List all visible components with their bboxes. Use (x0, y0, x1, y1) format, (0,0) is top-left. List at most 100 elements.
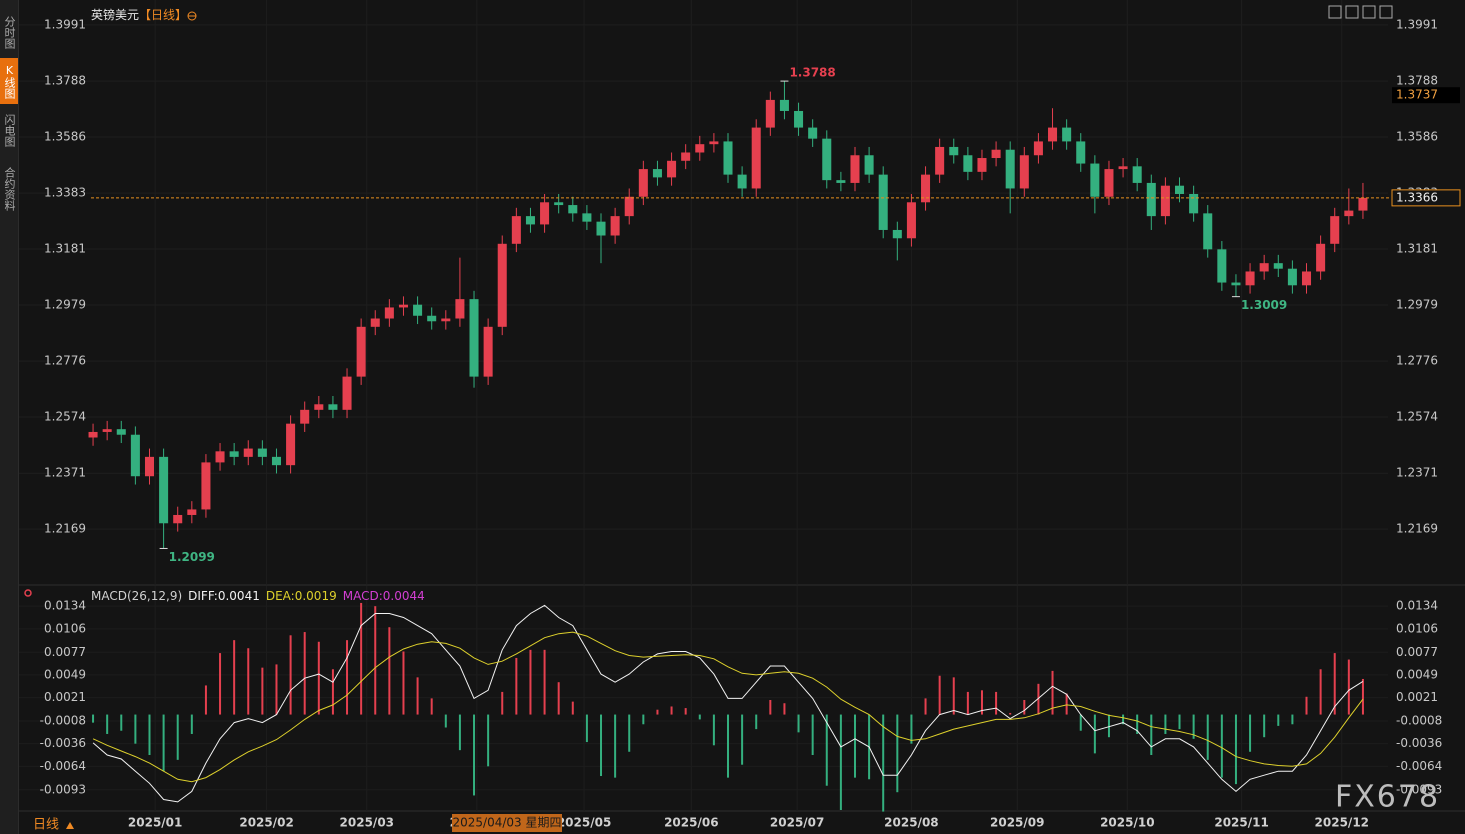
candle-body (356, 326, 366, 377)
candle-body (1301, 271, 1312, 286)
macd-bar (755, 714, 758, 730)
x-tick-label: 2025/12 (1315, 816, 1369, 830)
period-selector[interactable]: 日线 (33, 818, 59, 833)
y-tick-label: 1.3991 (44, 17, 86, 31)
candle-body (455, 299, 465, 319)
candle-body (1033, 141, 1043, 156)
macd-bar (882, 714, 885, 812)
candle-body (1287, 268, 1297, 286)
macd-bar (1347, 659, 1350, 715)
macd-bar (416, 677, 419, 715)
candle-body (441, 318, 451, 322)
macd-bar (275, 664, 278, 715)
macd-bar (487, 714, 490, 767)
candle-body (667, 160, 677, 178)
macd-bar (233, 640, 236, 715)
macd-bar (910, 714, 913, 744)
candle-body (398, 304, 408, 308)
macd-bar (106, 714, 109, 734)
candle-body (1005, 149, 1015, 189)
macd-bar (1277, 714, 1280, 726)
macd-bar (741, 714, 744, 765)
y-tick-label: 1.2371 (44, 466, 86, 480)
macd-bar (825, 714, 828, 786)
y-tick-label: 0.0106 (1396, 621, 1438, 635)
candle-body (497, 243, 507, 327)
candle-body (384, 307, 394, 319)
candle-body (271, 456, 281, 466)
macd-bar (600, 714, 603, 777)
candle-body (525, 216, 535, 225)
candle-body (822, 138, 832, 181)
legend-name: MACD (343, 589, 379, 603)
macd-legend: MACD(26,12,9) DIFF:0.0041 DEA:0.0019 MACD:0… (91, 589, 425, 603)
tool-button[interactable] (1345, 5, 1359, 19)
y-tick-label: 1.2979 (1396, 297, 1438, 311)
macd-bar (515, 657, 518, 715)
x-tick-label: 2025/02 (239, 816, 293, 830)
tab[interactable]: K线图 (0, 58, 18, 104)
y-tick-label: 1.3383 (44, 186, 86, 200)
macd-bar (995, 691, 998, 715)
tab[interactable]: 合约资料 (3, 167, 16, 211)
macd-bar (924, 698, 927, 715)
candle-body (1160, 185, 1170, 217)
macd-bar (1178, 714, 1181, 730)
y-tick-label: -0.0093 (1396, 782, 1442, 796)
y-tick-label: 1.2169 (1396, 522, 1438, 536)
labels: 1.3991 1.3991 1.3788 1.3788 1.3586 1.3586 1.33… (40, 17, 1461, 796)
tool-button[interactable] (1362, 5, 1376, 19)
macd-bar (642, 714, 645, 725)
y-tick-label: 1.3586 (44, 129, 86, 143)
extreme-label: 1.3788 (789, 66, 835, 80)
tab[interactable]: 闪电图 (3, 113, 16, 147)
macd-bar (656, 709, 659, 715)
macd-bar (289, 635, 292, 715)
macd-bar (571, 701, 574, 715)
macd-bar (1220, 714, 1223, 778)
macd-bar (444, 714, 447, 728)
toolbar (1328, 5, 1393, 19)
y-tick-label: 1.3586 (1396, 129, 1438, 143)
candle-body (582, 213, 592, 222)
extreme-label: 1.2099 (169, 550, 215, 564)
macd-bar (1122, 714, 1125, 725)
macd-bar (317, 641, 320, 715)
macd-bar (811, 714, 814, 755)
legend-value: 0.0041 (218, 589, 260, 603)
y-tick-label: 0.0021 (1396, 690, 1438, 704)
candle-body (765, 99, 775, 128)
x-tick-label: 2025/03 (340, 816, 394, 830)
macd-bar (966, 691, 969, 715)
candle-body (215, 451, 225, 463)
y-tick-label: -0.0036 (1396, 736, 1442, 750)
candle-body (892, 229, 902, 239)
candle-body (1203, 213, 1213, 250)
candle-body (963, 155, 973, 172)
candle-body (568, 205, 578, 214)
candle-body (836, 180, 846, 183)
indicator-icon[interactable] (24, 589, 32, 597)
candle-body (737, 174, 747, 189)
macd-bar (1065, 693, 1068, 715)
candle-body (1048, 127, 1058, 142)
macd-bar (176, 714, 179, 760)
tool-button[interactable] (1379, 5, 1393, 19)
macd-bar (1023, 700, 1026, 715)
candle-body (1104, 169, 1114, 197)
y-tick-label: 0.0049 (44, 667, 86, 681)
crosshair-label: 2025/04/03 星期四 (453, 816, 562, 830)
candle-body (1316, 243, 1326, 272)
tool-button[interactable] (1328, 5, 1342, 19)
macd-bar (374, 606, 377, 715)
y-tick-label: -0.0036 (40, 736, 86, 750)
x-tick-label: 2025/08 (884, 816, 938, 830)
macd-bar (529, 649, 532, 715)
candle-body (1019, 155, 1029, 189)
macd-bar (727, 714, 729, 778)
tab[interactable]: 分时图 (3, 15, 16, 49)
y-tick-label: 1.2169 (44, 522, 86, 536)
candle-body (1076, 141, 1086, 164)
y-tick-label: 1.3181 (1396, 242, 1438, 256)
candle-body (1189, 193, 1199, 214)
